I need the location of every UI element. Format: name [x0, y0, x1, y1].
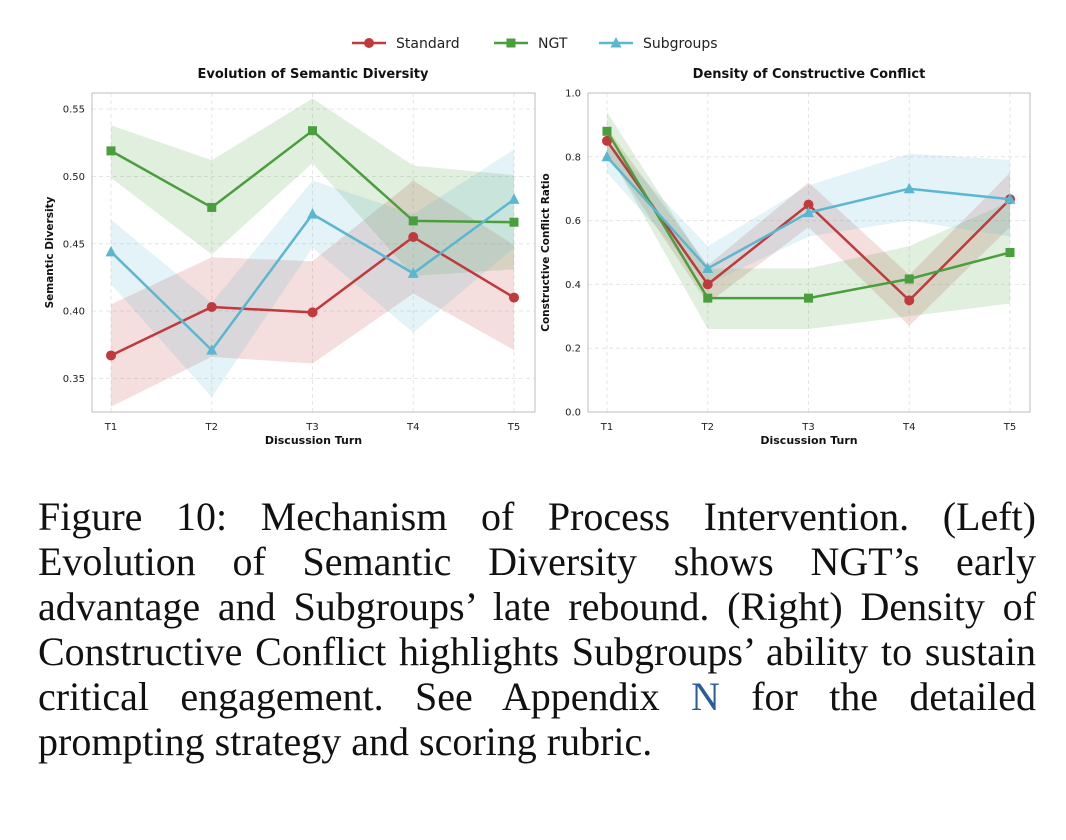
point-ngt-t3 — [804, 293, 813, 303]
legend-label-standard: Standard — [396, 36, 460, 52]
y-tick-label: 0.4 — [565, 280, 581, 291]
legend: Standard NGT Subgroups — [352, 36, 718, 52]
point-subgroups-t5 — [1004, 193, 1016, 204]
point-ngt-t5 — [1005, 248, 1015, 257]
point-standard-t4 — [408, 232, 419, 243]
plot-frame — [587, 92, 1031, 413]
point-standard-t5 — [509, 292, 519, 303]
band-subgroups — [111, 149, 514, 398]
point-ngt-t4 — [408, 216, 418, 226]
figure-caption: Figure 10: Mechanism of Process Interven… — [38, 494, 1036, 764]
plot-frame — [91, 92, 536, 413]
x-axis-label: Discussion Turn — [265, 434, 362, 447]
x-tick-label: T1 — [104, 422, 117, 433]
point-ngt-t2 — [207, 202, 217, 212]
y-tick-label: 1.0 — [565, 89, 581, 100]
y-tick-label: 0.35 — [63, 374, 85, 385]
y-tick-label: 0.0 — [565, 408, 581, 419]
chart-semantic-diversity: Evolution of Semantic Diversity 0.35 0.40 0… — [44, 67, 536, 447]
chart-title: Density of Constructive Conflict — [693, 67, 926, 82]
point-ngt-t3 — [308, 126, 317, 136]
y-axis-label: Constructive Conflict Ratio — [540, 173, 552, 331]
point-subgroups-t3 — [307, 208, 318, 219]
x-tick-label: T4 — [406, 422, 419, 433]
legend-label-ngt: NGT — [538, 36, 568, 52]
y-tick-label: 0.40 — [63, 307, 85, 318]
point-subgroups-t4 — [407, 267, 419, 278]
caption-text-end: for the detailed prompting strategy and … — [38, 674, 1037, 764]
x-tick-label: T3 — [305, 422, 318, 433]
legend-marker-subgroups — [610, 37, 622, 48]
point-standard-t3 — [803, 199, 814, 210]
point-standard-t4 — [904, 295, 915, 306]
point-subgroups-t3 — [803, 206, 814, 218]
y-tick-label: 0.45 — [63, 239, 85, 250]
legend-label-subgroups: Subgroups — [643, 36, 718, 52]
y-tick-label: 0.50 — [63, 172, 85, 183]
x-tick-label: T2 — [701, 422, 714, 433]
point-ngt-t1 — [602, 126, 612, 136]
y-tick-label: 0.8 — [565, 152, 581, 163]
point-subgroups-t1 — [105, 245, 117, 257]
x-tick-label: T1 — [600, 422, 613, 433]
point-standard-t3 — [307, 307, 318, 318]
x-tick-label: T5 — [507, 422, 520, 433]
point-ngt-t1 — [106, 146, 116, 156]
y-tick-label: 0.55 — [63, 105, 85, 116]
point-subgroups-t2 — [702, 262, 714, 273]
appendix-link[interactable]: N — [690, 674, 720, 719]
x-tick-label: T5 — [1003, 422, 1016, 433]
point-ngt-t5 — [509, 217, 519, 227]
chart-title: Evolution of Semantic Diversity — [198, 67, 430, 82]
point-standard-t2 — [702, 279, 713, 290]
point-subgroups-t1 — [601, 150, 613, 162]
point-ngt-t4 — [904, 274, 914, 284]
y-axis-label: Semantic Diversity — [44, 196, 56, 308]
legend-marker-ngt — [506, 38, 516, 48]
band-ngt — [111, 98, 514, 277]
legend-marker-standard — [364, 38, 374, 48]
point-standard-t1 — [106, 350, 116, 361]
point-subgroups-t2 — [206, 344, 218, 355]
figure: Standard NGT Subgroups Evolution of Semant… — [44, 36, 1031, 447]
y-tick-label: 0.6 — [565, 216, 581, 227]
x-tick-label: T4 — [902, 422, 915, 433]
caption-text: Figure 10: Mechanism of Process Interven… — [38, 494, 1036, 719]
point-subgroups-t4 — [903, 182, 915, 194]
chart-constructive-conflict: Density of Constructive Conflict 0.0 0.2 0.… — [540, 67, 1031, 447]
x-tick-label: T3 — [801, 422, 814, 433]
point-ngt-t2 — [703, 293, 713, 303]
x-axis-label: Discussion Turn — [760, 434, 857, 447]
point-subgroups-t5 — [508, 193, 520, 204]
point-standard-t2 — [206, 302, 217, 313]
x-tick-label: T2 — [205, 422, 218, 433]
point-standard-t1 — [602, 135, 612, 146]
y-tick-label: 0.2 — [565, 344, 581, 355]
